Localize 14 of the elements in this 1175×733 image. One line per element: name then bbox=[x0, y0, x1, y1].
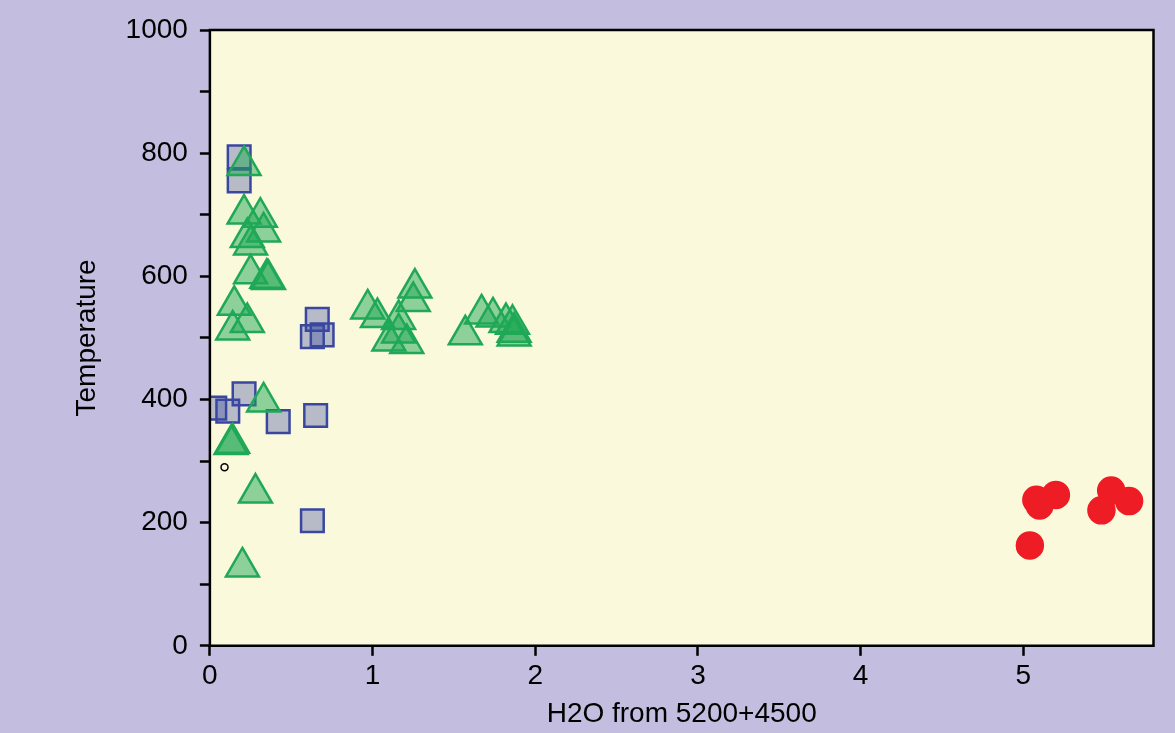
x-tick-label: 5 bbox=[1015, 659, 1032, 691]
x-tick-label: 3 bbox=[690, 659, 706, 691]
x-tick-label: 1 bbox=[364, 659, 381, 691]
x-tick-label: 0 bbox=[202, 659, 218, 691]
x-tick-label: 4 bbox=[852, 659, 869, 691]
y-tick-label: 1000 bbox=[125, 12, 188, 44]
x-axis-title: H2O from 5200+4500 bbox=[546, 696, 817, 728]
y-tick-label: 200 bbox=[141, 505, 188, 537]
y-tick-label: 0 bbox=[172, 628, 188, 660]
y-axis-title: Temperature bbox=[69, 259, 101, 417]
y-tick-label: 400 bbox=[141, 382, 188, 414]
x-tick-label: 2 bbox=[527, 659, 544, 691]
y-tick-label: 800 bbox=[141, 135, 188, 167]
y-tick-label: 600 bbox=[141, 259, 188, 291]
